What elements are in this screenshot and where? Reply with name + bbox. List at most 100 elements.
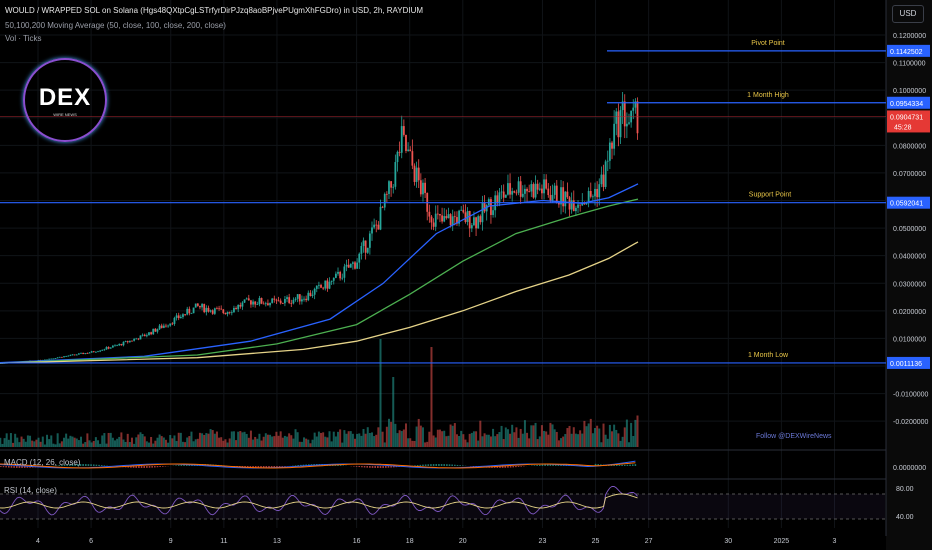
candle-body xyxy=(233,308,235,313)
macd-histogram-bar xyxy=(512,466,515,468)
candle-body xyxy=(587,191,590,203)
volume-bar xyxy=(579,430,582,447)
candle-body xyxy=(564,191,567,207)
volume-bar xyxy=(245,433,248,447)
rsi-label[interactable]: RSI (14, close) xyxy=(4,486,57,495)
moving-average-line-3 xyxy=(0,241,639,364)
macd-histogram-bar xyxy=(262,466,265,468)
volume-bar xyxy=(562,436,565,447)
candle-body xyxy=(114,345,116,347)
candle-body xyxy=(407,149,410,151)
candle-body xyxy=(396,151,399,163)
volume-bar xyxy=(243,431,246,447)
macd-histogram-bar xyxy=(180,464,183,466)
macd-histogram-bar xyxy=(90,464,92,466)
candle-body xyxy=(500,191,503,193)
volume-bar xyxy=(581,433,584,447)
macd-label[interactable]: MACD (12, 26, close) xyxy=(4,458,81,467)
candle-body xyxy=(77,353,80,355)
volume-bar xyxy=(213,433,216,447)
candle-body xyxy=(475,217,477,229)
candle-body xyxy=(226,311,229,315)
macd-histogram-bar xyxy=(21,466,23,468)
candle-body xyxy=(366,247,369,253)
candle-body xyxy=(145,335,148,337)
volume-bar xyxy=(158,434,161,447)
candle-body xyxy=(628,122,630,124)
volume-bar xyxy=(543,430,546,447)
candle-body xyxy=(105,347,108,350)
macd-histogram-bar xyxy=(499,466,501,468)
x-tick-label-4: 13 xyxy=(273,538,281,545)
macd-histogram-bar xyxy=(443,464,446,466)
macd-histogram-bar xyxy=(278,466,281,467)
volume-bar xyxy=(218,437,221,447)
volume-bar xyxy=(162,437,165,447)
volume-bar xyxy=(43,444,46,447)
candle-body xyxy=(109,347,112,349)
ma-study-label[interactable]: 50,100,200 Moving Average (50, close, 10… xyxy=(5,21,226,30)
volume-bar xyxy=(574,433,577,447)
moving-average-line-1 xyxy=(0,183,639,364)
x-tick-label-1: 6 xyxy=(89,538,93,545)
candle-body xyxy=(462,209,465,213)
macd-histogram-bar xyxy=(618,464,621,466)
candle-body xyxy=(562,187,565,207)
candle-body xyxy=(570,200,573,210)
volume-bar xyxy=(290,435,293,447)
volume-bar xyxy=(407,438,410,447)
macd-histogram-bar xyxy=(374,466,376,468)
currency-button[interactable]: USD xyxy=(892,5,924,23)
volume-bar xyxy=(500,425,503,447)
volume-bar xyxy=(177,432,180,447)
volume-bar xyxy=(179,432,182,447)
macd-histogram-bar xyxy=(549,464,552,466)
volume-bar xyxy=(330,441,333,447)
candle-body xyxy=(165,325,167,327)
macd-histogram-bar xyxy=(355,466,358,467)
volume-bar xyxy=(294,429,297,447)
volume-bar xyxy=(247,437,250,447)
candle-body xyxy=(107,347,110,349)
volume-bar xyxy=(619,440,622,447)
volume-bar xyxy=(466,442,469,447)
macd-histogram-bar xyxy=(95,464,98,466)
volume-bar xyxy=(309,443,312,447)
candle-body xyxy=(441,215,443,222)
volume-study-label[interactable]: Vol · Ticks xyxy=(5,34,42,43)
macd-histogram-bar xyxy=(159,466,161,468)
volume-bar xyxy=(339,429,342,447)
candle-body xyxy=(116,345,119,347)
volume-bar xyxy=(296,432,299,447)
candle-body xyxy=(409,149,412,152)
candle-body xyxy=(303,298,305,300)
candle-body xyxy=(260,298,263,304)
volume-bar xyxy=(577,434,580,447)
candle-body xyxy=(528,191,531,193)
volume-bar xyxy=(235,440,238,447)
candle-body xyxy=(545,179,548,189)
volume-bar xyxy=(608,424,611,447)
volume-bar xyxy=(596,425,599,447)
candle-body xyxy=(328,281,331,289)
volume-bar xyxy=(181,441,184,447)
macd-histogram-bar xyxy=(249,466,252,468)
candle-body xyxy=(292,299,295,304)
candle-body xyxy=(258,298,261,305)
volume-bar xyxy=(94,437,97,447)
candle-body xyxy=(131,340,133,342)
macd-histogram-bar xyxy=(390,466,392,468)
volume-bar xyxy=(594,428,597,447)
volume-bar xyxy=(315,436,318,447)
candle-body xyxy=(188,308,191,314)
volume-bar xyxy=(532,425,535,447)
candle-body xyxy=(466,211,469,222)
volume-bar xyxy=(237,431,240,447)
x-tick-label-11: 30 xyxy=(724,538,732,545)
volume-bar xyxy=(477,440,480,447)
volume-bar xyxy=(275,431,278,447)
volume-bar xyxy=(71,436,74,447)
candle-body xyxy=(63,356,65,358)
macd-histogram-bar xyxy=(103,465,106,466)
